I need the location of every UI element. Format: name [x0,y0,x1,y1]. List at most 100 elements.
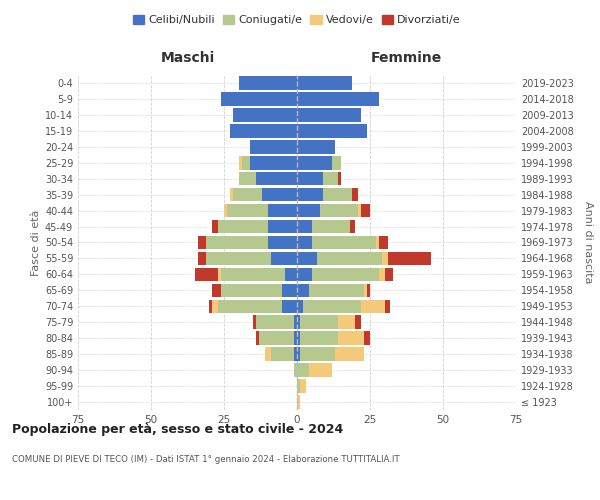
Bar [253,316,256,329]
Bar [271,348,294,361]
Bar [338,316,355,329]
Bar [297,204,320,218]
Bar [259,332,294,345]
Bar [379,268,385,281]
Bar [297,140,335,153]
Bar [297,124,367,138]
Bar [233,108,297,122]
Text: COMUNE DI PIEVE DI TECO (IM) - Dati ISTAT 1° gennaio 2024 - Elaborazione TUTTITA: COMUNE DI PIEVE DI TECO (IM) - Dati ISTA… [12,455,400,464]
Bar [338,172,341,186]
Bar [320,204,358,218]
Bar [221,268,286,281]
Bar [297,252,317,265]
Bar [300,348,335,361]
Bar [350,220,355,234]
Bar [361,204,370,218]
Bar [221,284,283,297]
Bar [268,204,297,218]
Bar [256,172,297,186]
Bar [239,172,256,186]
Bar [212,300,218,313]
Y-axis label: Fasce di età: Fasce di età [31,210,41,276]
Bar [379,236,388,250]
Bar [233,188,262,202]
Bar [358,204,361,218]
Bar [265,348,271,361]
Bar [382,252,388,265]
Bar [300,316,338,329]
Bar [364,284,367,297]
Bar [286,268,297,281]
Bar [230,124,297,138]
Bar [218,268,221,281]
Bar [227,204,268,218]
Bar [385,268,394,281]
Bar [198,252,206,265]
Bar [221,92,297,106]
Y-axis label: Anni di nascita: Anni di nascita [583,201,593,284]
Bar [198,236,206,250]
Bar [308,284,364,297]
Bar [239,76,297,90]
Bar [297,236,311,250]
Bar [268,236,297,250]
Text: Popolazione per età, sesso e stato civile - 2024: Popolazione per età, sesso e stato civil… [12,422,343,436]
Bar [283,284,297,297]
Bar [297,364,308,377]
Bar [376,236,379,250]
Bar [262,188,297,202]
Bar [297,220,311,234]
Bar [297,76,352,90]
Bar [338,332,364,345]
Bar [224,204,227,218]
Bar [212,284,221,297]
Bar [367,284,370,297]
Bar [364,332,370,345]
Bar [311,220,350,234]
Bar [308,364,332,377]
Bar [195,268,218,281]
Bar [283,300,297,313]
Bar [297,92,379,106]
Bar [218,220,268,234]
Bar [361,300,385,313]
Bar [355,316,361,329]
Bar [311,236,376,250]
Bar [311,268,379,281]
Bar [297,108,361,122]
Bar [300,332,338,345]
Bar [317,252,382,265]
Text: Maschi: Maschi [160,51,215,65]
Bar [206,252,271,265]
Bar [239,156,242,170]
Bar [297,156,332,170]
Bar [256,332,259,345]
Bar [323,172,338,186]
Bar [209,300,212,313]
Bar [297,300,303,313]
Bar [218,300,283,313]
Bar [297,395,300,409]
Bar [335,348,364,361]
Bar [303,300,361,313]
Bar [297,316,300,329]
Bar [250,140,297,153]
Bar [297,188,323,202]
Bar [294,332,297,345]
Bar [230,188,233,202]
Bar [385,300,391,313]
Bar [250,156,297,170]
Bar [297,348,300,361]
Bar [206,236,268,250]
Bar [297,332,300,345]
Bar [294,316,297,329]
Bar [300,380,306,393]
Legend: Celibi/Nubili, Coniugati/e, Vedovi/e, Divorziati/e: Celibi/Nubili, Coniugati/e, Vedovi/e, Di… [129,10,465,29]
Bar [294,348,297,361]
Bar [323,188,352,202]
Bar [271,252,297,265]
Bar [256,316,294,329]
Bar [268,220,297,234]
Bar [294,364,297,377]
Bar [297,284,308,297]
